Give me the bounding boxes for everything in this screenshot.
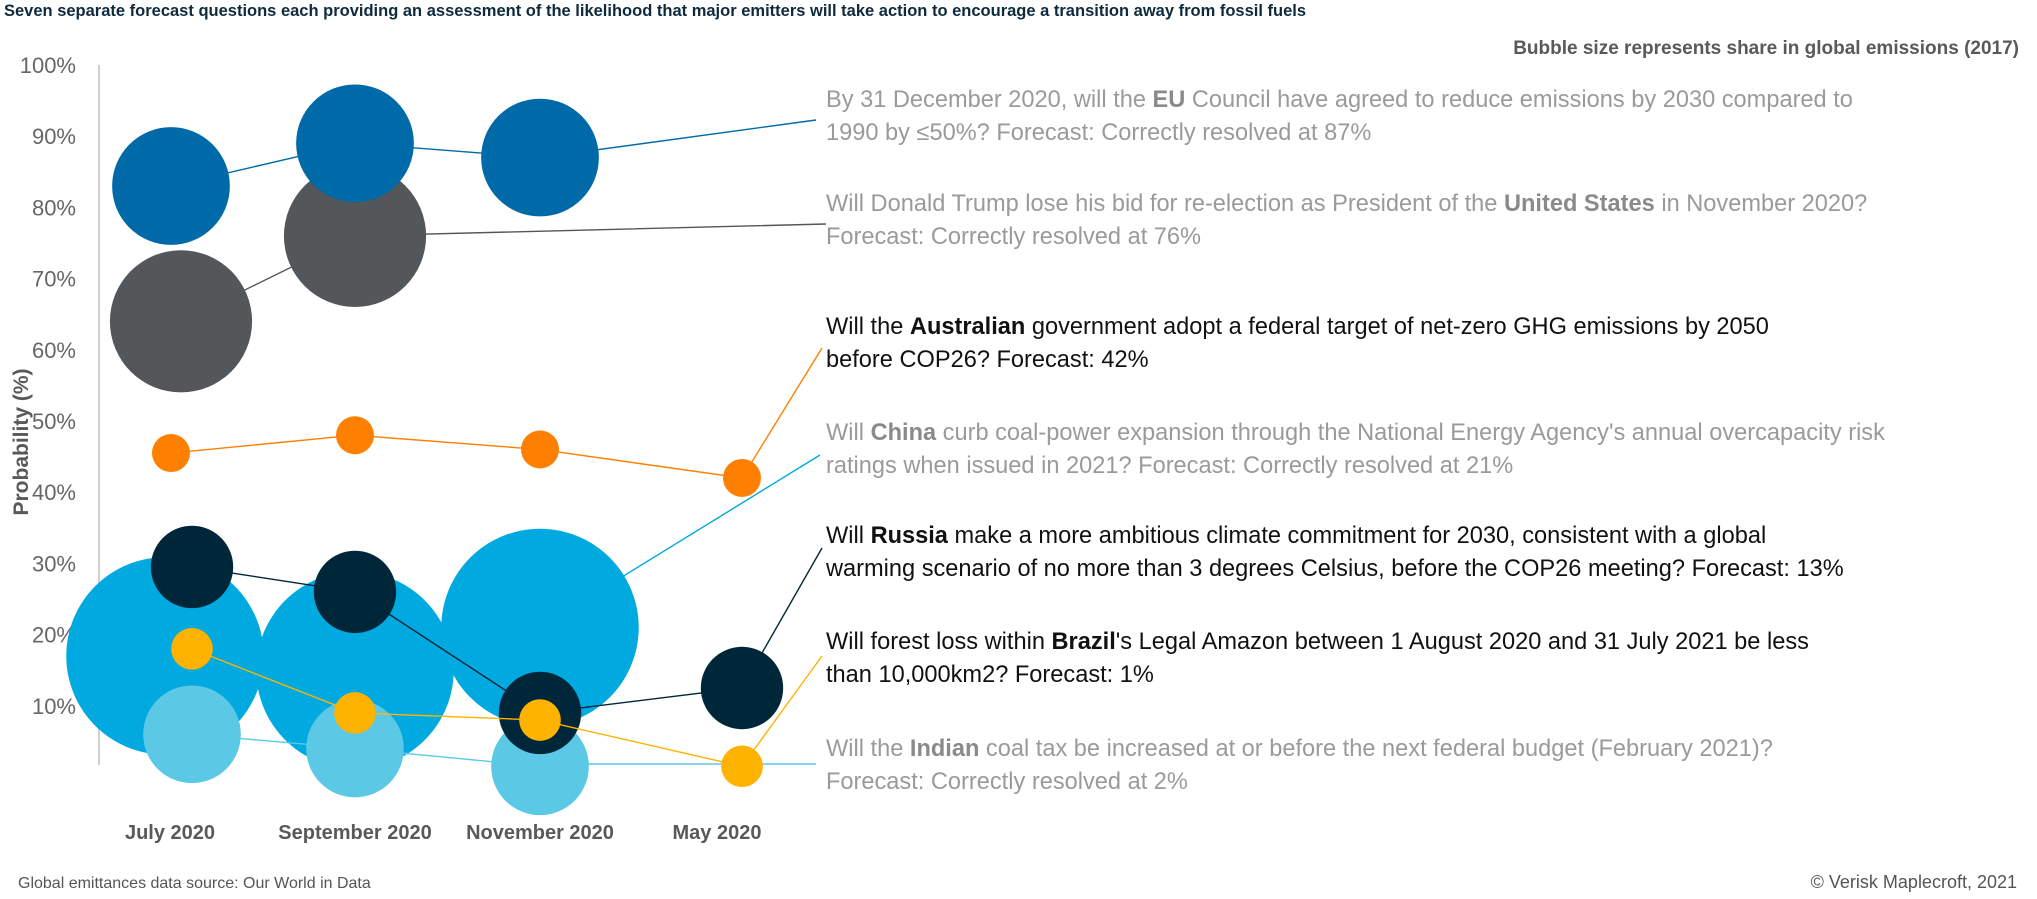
label-country: EU: [1152, 87, 1186, 113]
series-brazil: [171, 628, 823, 788]
bubble-australia: [152, 434, 190, 473]
label-post: make a more ambitious climate commitment…: [947, 523, 1767, 549]
label-line-1: Will China curb coal-power expansion thr…: [826, 417, 1885, 450]
y-tick-label: 30%: [32, 551, 76, 576]
bubble-eu: [112, 127, 230, 245]
y-tick-label: 90%: [32, 124, 76, 149]
bubble-russia: [313, 550, 397, 634]
label-post: Council have agreed to reduce emissions …: [1185, 87, 1853, 113]
bubble-brazil: [519, 699, 561, 741]
bubble-size-note: Bubble size represents share in global e…: [1513, 38, 2019, 59]
bubble-russia: [150, 525, 234, 609]
label-post: curb coal-power expansion through the Na…: [936, 420, 1885, 446]
bubble-china: [441, 528, 639, 727]
label-pre: Will forest loss within: [826, 629, 1052, 655]
x-tick-label: July 2020: [125, 822, 215, 844]
forecast-label-us: Will Donald Trump lose his bid for re-el…: [826, 188, 1867, 254]
y-tick-label: 100%: [20, 53, 76, 78]
label-country: Russia: [870, 523, 948, 549]
bubble-us: [109, 250, 253, 393]
bubble-eu: [481, 98, 599, 217]
label-line-2: before COP26? Forecast: 42%: [826, 347, 1149, 373]
y-tick-label: 50%: [32, 409, 76, 434]
x-tick-label: November 2020: [466, 822, 614, 844]
label-line-1: By 31 December 2020, will the EU Council…: [826, 84, 1853, 117]
label-pre: Will: [826, 523, 871, 549]
forecast-label-india: Will the Indian coal tax be increased at…: [826, 733, 1773, 799]
bubble-brazil: [721, 745, 763, 788]
bubble-brazil: [334, 692, 376, 734]
series-eu: [112, 84, 817, 245]
label-post: 's Legal Amazon between 1 August 2020 an…: [1115, 629, 1809, 655]
label-pre: Will the: [826, 314, 910, 340]
x-tick-label: September 2020: [278, 822, 431, 844]
label-line-2: warming scenario of no more than 3 degre…: [826, 556, 1844, 582]
label-post: in November 2020?: [1654, 191, 1868, 217]
series-us: [109, 164, 827, 393]
label-line-2: 1990 by ≤50%? Forecast: Correctly resolv…: [826, 120, 1372, 146]
label-country: Brazil: [1051, 629, 1116, 655]
y-tick-label: 80%: [32, 195, 76, 220]
label-line-1: Will Russia make a more ambitious climat…: [826, 520, 1844, 553]
bubble-china: [256, 571, 454, 769]
label-post: government adopt a federal target of net…: [1025, 314, 1769, 340]
label-line-2: Forecast: Correctly resolved at 76%: [826, 224, 1202, 250]
label-country: Indian: [909, 736, 980, 762]
bubble-brazil: [171, 628, 213, 670]
chart-title: Seven separate forecast questions each p…: [4, 2, 1307, 20]
copyright: © Verisk Maplecroft, 2021: [1810, 872, 2017, 892]
y-tick-label: 10%: [32, 694, 76, 719]
y-tick-label: 70%: [32, 267, 76, 292]
label-line-2: Forecast: Correctly resolved at 2%: [826, 769, 1188, 795]
label-line-1: Will the Australian government adopt a f…: [826, 311, 1769, 344]
bubble-russia: [700, 646, 784, 730]
y-tick-label: 60%: [32, 338, 76, 363]
y-tick-label: 40%: [32, 480, 76, 505]
label-line-1: Will Donald Trump lose his bid for re-el…: [826, 188, 1867, 221]
label-country: Australian: [909, 314, 1026, 340]
y-axis-title: Probability (%): [10, 368, 33, 515]
bubble-australia: [336, 416, 374, 455]
bubble-india: [143, 685, 241, 784]
bubble-eu: [296, 84, 414, 203]
data-source-note: Global emittances data source: Our World…: [18, 875, 371, 892]
label-line-1: Will the Indian coal tax be increased at…: [826, 733, 1773, 766]
label-pre: By 31 December 2020, will the: [826, 87, 1153, 113]
label-line-2: ratings when issued in 2021? Forecast: C…: [826, 453, 1514, 479]
series-connector-line: [170, 347, 823, 479]
bubble-australia: [521, 430, 559, 469]
series-connector-line: [170, 119, 817, 187]
bubble-india: [306, 699, 404, 798]
forecast-label-eu: By 31 December 2020, will the EU Council…: [826, 84, 1853, 150]
label-pre: Will the: [826, 736, 910, 762]
label-country: United States: [1503, 191, 1655, 217]
forecast-label-russia: Will Russia make a more ambitious climat…: [826, 520, 1844, 586]
label-line-2: than 10,000km2? Forecast: 1%: [826, 662, 1154, 688]
forecast-label-australia: Will the Australian government adopt a f…: [826, 311, 1769, 377]
bubble-australia: [723, 458, 761, 497]
series-australia: [152, 347, 823, 497]
label-line-1: Will forest loss within Brazil's Legal A…: [826, 626, 1809, 659]
label-country: China: [870, 420, 937, 446]
series-russia: [150, 525, 823, 755]
label-pre: Will: [826, 420, 871, 446]
forecast-label-china: Will China curb coal-power expansion thr…: [826, 417, 1885, 483]
series-connector-line: [180, 223, 827, 322]
x-tick-label: May 2020: [673, 822, 762, 844]
bubble-us: [283, 164, 427, 307]
label-pre: Will Donald Trump lose his bid for re-el…: [826, 191, 1504, 217]
label-post: coal tax be increased at or before the n…: [979, 736, 1773, 762]
forecast-label-brazil: Will forest loss within Brazil's Legal A…: [826, 626, 1809, 692]
